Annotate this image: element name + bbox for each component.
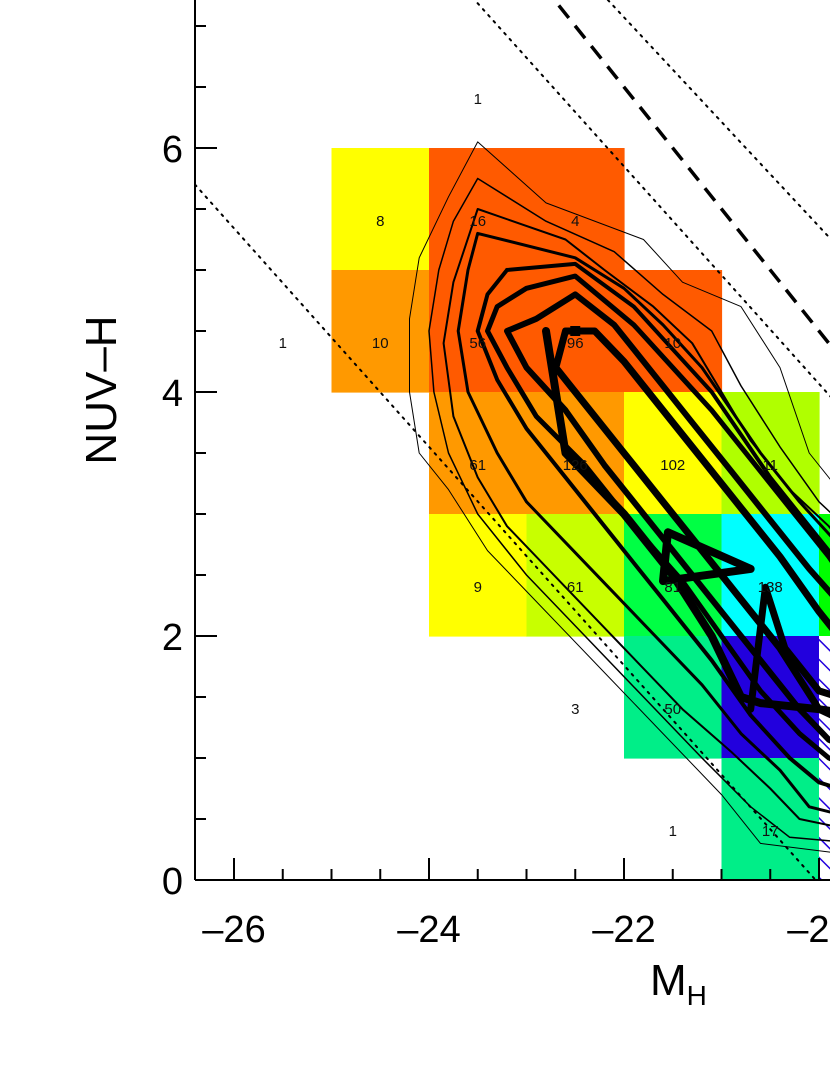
cell-count-labels: 8164105696106112610211961811381501173113…	[279, 91, 783, 840]
square-marker	[570, 326, 581, 336]
x-axis-title: MH	[650, 956, 707, 1011]
cell-count-label: 8	[376, 213, 384, 230]
heatmap-cell	[819, 514, 830, 637]
cell-count-label: 11	[762, 457, 778, 474]
heatmap-cell	[331, 148, 430, 271]
dashed-reference-line	[552, 0, 830, 348]
cell-count-label: 56	[469, 335, 486, 352]
heatmap-cell	[819, 758, 830, 880]
x-axis-ticks: –26 –24 –22 –20	[202, 858, 830, 951]
y-axis-ticks: 0 2 4 6	[162, 25, 217, 903]
density-contour	[442, 208, 830, 827]
heatmap-cell	[819, 636, 830, 759]
heatmap-cell	[526, 148, 625, 271]
x-axis-title-subscript: H	[687, 980, 707, 1011]
density-contour	[428, 177, 830, 842]
x-tick-label: –26	[202, 909, 265, 951]
cell-count-label: 61	[567, 579, 584, 596]
x-tick-label: –24	[397, 909, 460, 951]
cell-count-label: 50	[664, 701, 681, 718]
cell-count-label: 10	[664, 335, 681, 352]
density-contour	[542, 327, 830, 715]
cell-count-label: 16	[469, 213, 486, 230]
heatmap-cell	[624, 392, 723, 515]
cell-count-label: 126	[563, 457, 588, 474]
y-axis-title: NUV–H	[77, 315, 126, 464]
cell-count-label: 10	[372, 335, 389, 352]
outside-count-label: 1	[669, 823, 677, 840]
axes: –26 –24 –22 –20 0 2 4 6	[162, 0, 830, 951]
density-contour	[409, 141, 830, 853]
cell-count-label: 138	[758, 579, 783, 596]
outside-count-label: 3	[571, 701, 579, 718]
density-contours	[409, 141, 830, 853]
heatmap-cell	[331, 270, 430, 393]
heatmap-cell	[721, 392, 820, 515]
y-tick-label: 6	[162, 129, 183, 171]
cell-count-label: 81	[664, 579, 681, 596]
heatmap-cells	[331, 148, 830, 880]
density-contour	[456, 231, 830, 814]
outside-count-label: 1	[474, 91, 482, 108]
density-contour	[747, 583, 830, 713]
cell-count-label: 96	[567, 335, 584, 352]
y-tick-label: 2	[162, 617, 183, 659]
density-contour	[504, 291, 830, 744]
x-tick-label: –22	[592, 909, 655, 951]
plot-area: 8164105696106112610211961811381501173113…	[195, 0, 830, 880]
density-contour	[485, 273, 830, 762]
cell-count-label: 61	[469, 457, 486, 474]
outside-count-label: 1	[279, 335, 287, 352]
cell-count-label: 9	[474, 579, 482, 596]
density-contour	[475, 261, 830, 788]
y-tick-label: 0	[162, 861, 183, 903]
x-tick-label: –20	[787, 909, 830, 951]
cell-count-label: 102	[660, 457, 685, 474]
y-tick-label: 4	[162, 373, 183, 415]
heatmap-cell	[526, 514, 625, 637]
dotted-reference-line	[473, 0, 830, 398]
heatmap-cell	[721, 514, 820, 637]
x-axis-title-main: M	[650, 956, 687, 1005]
cell-count-label: 4	[571, 213, 579, 230]
density-contour	[659, 528, 755, 586]
cell-count-label: 17	[762, 823, 779, 840]
